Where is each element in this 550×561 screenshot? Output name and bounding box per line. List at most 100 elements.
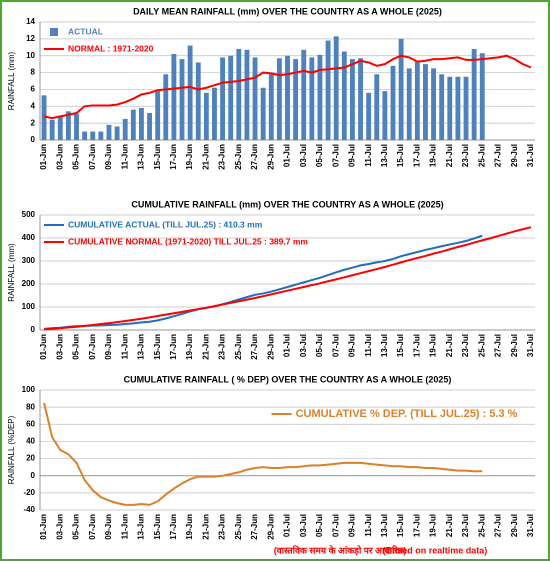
- y-tick-label: 8: [31, 68, 36, 77]
- bar: [366, 92, 372, 140]
- chart-title: CUMULATIVE RAINFALL (mm) OVER THE COUNTR…: [131, 199, 443, 209]
- bar: [74, 113, 79, 140]
- y-tick-label: 14: [26, 17, 35, 26]
- y-tick-label: 4: [31, 101, 36, 110]
- footer-hindi: (वास्तविक समय के आंकड़ो पर आधारित): [274, 544, 407, 555]
- bar: [276, 58, 282, 140]
- x-tick-label: 23-Jul: [461, 514, 470, 537]
- bar: [390, 65, 396, 140]
- bar: [268, 74, 274, 140]
- x-tick-label: 15-Jun: [153, 144, 162, 170]
- x-tick-label: 13-Jun: [137, 334, 146, 360]
- y-axis-label: RAINFALL (%DEP): [7, 415, 16, 484]
- line: [43, 402, 483, 506]
- x-tick-label: 13-Jun: [137, 144, 146, 170]
- x-tick-label: 29-Jun: [266, 514, 275, 540]
- x-tick-label: 07-Jul: [331, 144, 340, 167]
- line: [43, 234, 483, 330]
- bar: [414, 61, 420, 140]
- bar: [65, 111, 71, 140]
- bar: [252, 57, 258, 140]
- x-tick-label: 09-Jun: [104, 514, 113, 540]
- x-tick-label: 19-Jul: [429, 144, 438, 167]
- y-tick-label: 80: [26, 402, 35, 411]
- x-tick-label: 21-Jun: [201, 144, 210, 170]
- x-tick-label: 07-Jun: [88, 144, 97, 170]
- x-tick-label: 13-Jul: [380, 144, 389, 167]
- bar: [98, 131, 104, 140]
- x-tick-label: 25-Jul: [477, 334, 486, 357]
- x-tick-label: 29-Jun: [266, 334, 275, 360]
- x-tick-label: 15-Jul: [396, 144, 405, 167]
- y-tick-label: 0: [31, 135, 36, 144]
- bar: [317, 54, 323, 140]
- x-tick-label: 27-Jun: [250, 514, 259, 540]
- y-tick-label: 500: [22, 210, 36, 219]
- bar: [333, 36, 339, 141]
- x-tick-label: 05-Jun: [72, 334, 81, 360]
- bar: [293, 59, 299, 141]
- x-tick-label: 11-Jul: [364, 334, 373, 357]
- bar: [309, 57, 315, 140]
- x-tick-label: 01-Jul: [283, 514, 292, 537]
- bar: [82, 131, 88, 140]
- bar: [139, 107, 144, 140]
- x-tick-label: 25-Jul: [477, 144, 486, 167]
- y-tick-label: 0: [31, 325, 36, 334]
- bar: [187, 45, 193, 140]
- x-tick-label: 29-Jun: [266, 144, 275, 170]
- bar: [423, 64, 428, 140]
- legend-swatch: [50, 28, 58, 36]
- x-tick-label: 13-Jul: [380, 514, 389, 537]
- x-tick-label: 05-Jun: [72, 514, 81, 540]
- y-axis-label: RAINFALL (mm): [7, 51, 16, 110]
- bar: [122, 118, 128, 140]
- bar: [244, 49, 250, 140]
- x-tick-label: 25-Jul: [477, 514, 486, 537]
- line: [44, 226, 532, 331]
- bar: [260, 87, 266, 140]
- bar: [398, 38, 404, 140]
- x-tick-label: 23-Jun: [218, 514, 227, 540]
- x-tick-label: 13-Jul: [380, 334, 389, 357]
- y-tick-label: 100: [22, 385, 36, 394]
- bar: [325, 40, 331, 140]
- x-tick-label: 01-Jun: [39, 144, 48, 170]
- bar: [406, 68, 412, 140]
- bar: [341, 51, 347, 140]
- bar: [439, 74, 445, 140]
- x-tick-label: 31-Jul: [526, 334, 535, 357]
- x-tick-label: 11-Jun: [120, 334, 129, 359]
- bar: [358, 58, 363, 140]
- x-tick-label: 05-Jul: [315, 334, 324, 357]
- bar: [90, 131, 96, 140]
- x-tick-label: 09-Jun: [104, 144, 113, 170]
- x-tick-label: 19-Jun: [185, 144, 194, 170]
- x-tick-label: 05-Jun: [72, 144, 81, 170]
- x-tick-label: 17-Jun: [169, 514, 178, 540]
- bar: [163, 74, 169, 140]
- bar: [203, 92, 209, 140]
- bar: [447, 76, 453, 140]
- bar: [195, 62, 201, 141]
- x-tick-label: 25-Jun: [234, 334, 243, 360]
- x-tick-label: 07-Jun: [88, 334, 97, 360]
- x-tick-label: 27-Jun: [250, 334, 259, 360]
- bar: [301, 49, 307, 140]
- y-tick-label: 100: [22, 302, 36, 311]
- x-tick-label: 09-Jun: [104, 334, 113, 360]
- bar: [220, 57, 226, 140]
- x-tick-label: 27-Jul: [494, 334, 503, 357]
- x-tick-label: 21-Jun: [201, 334, 210, 360]
- y-axis-label: RAINFALL (mm): [7, 243, 16, 302]
- bar: [41, 95, 47, 140]
- bar: [228, 55, 234, 140]
- y-tick-label: 60: [26, 419, 35, 428]
- bar: [155, 91, 161, 140]
- x-tick-label: 11-Jul: [364, 514, 373, 537]
- bar: [106, 124, 112, 140]
- x-tick-label: 21-Jul: [445, 334, 454, 357]
- x-tick-label: 29-Jul: [510, 514, 519, 537]
- y-tick-label: 12: [26, 34, 35, 43]
- x-tick-label: 27-Jul: [494, 514, 503, 537]
